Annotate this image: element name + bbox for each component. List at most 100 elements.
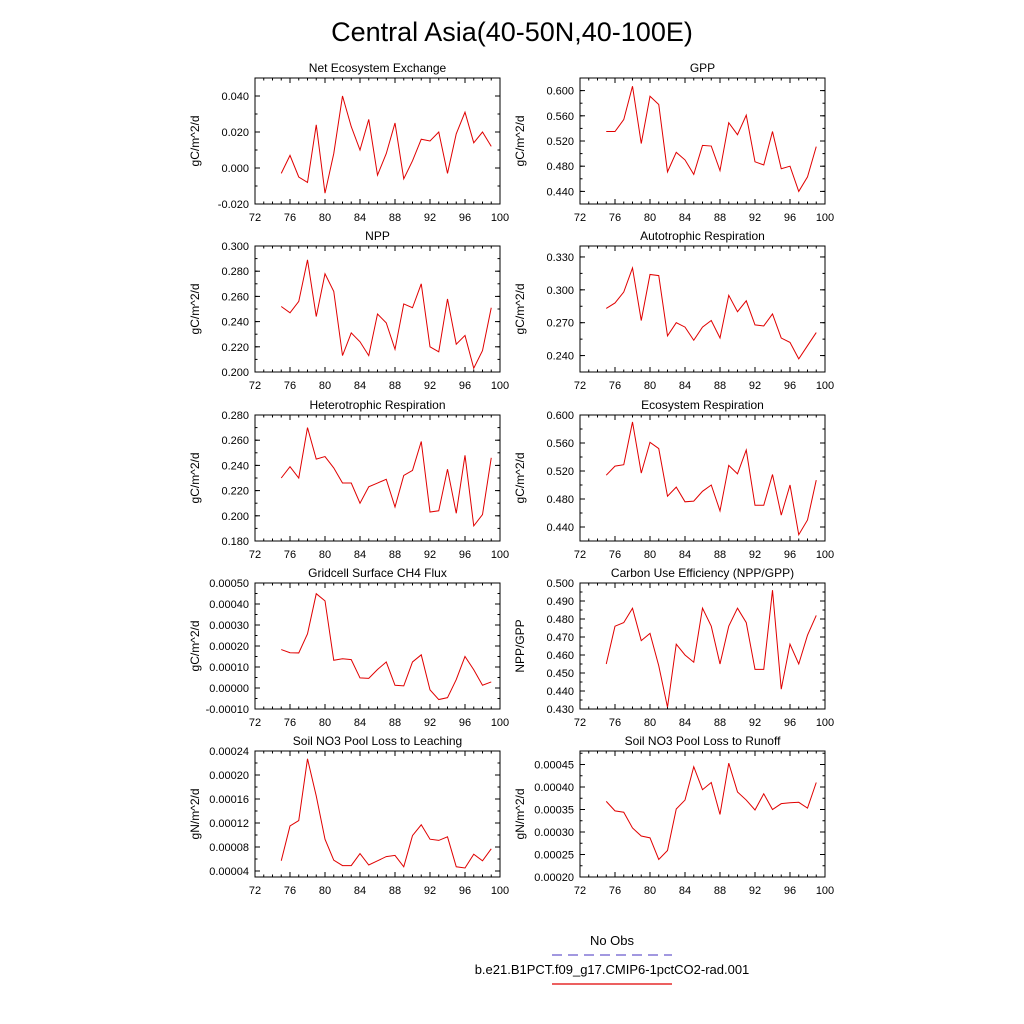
x-tick-label: 76 xyxy=(284,885,296,897)
y-axis-label: gC/m^2/d xyxy=(513,453,527,504)
y-tick-label: -0.020 xyxy=(218,199,249,211)
x-tick-label: 84 xyxy=(354,549,366,561)
y-tick-label: 0.300 xyxy=(546,285,574,297)
y-tick-label: 0.00050 xyxy=(209,578,249,590)
x-tick-label: 76 xyxy=(284,212,296,224)
x-tick-label: 88 xyxy=(714,717,726,729)
y-tick-label: 0.520 xyxy=(546,466,574,478)
x-tick-label: 92 xyxy=(749,717,761,729)
plot-frame xyxy=(254,750,501,878)
plot-frame xyxy=(579,582,826,710)
x-tick-label: 88 xyxy=(714,380,726,392)
x-tick-label: 100 xyxy=(491,549,509,561)
x-tick-label: 96 xyxy=(459,212,471,224)
y-tick-label: 0.260 xyxy=(221,291,249,303)
y-tick-label: 0.200 xyxy=(221,367,249,379)
y-tick-label: 0.000 xyxy=(221,163,249,175)
y-axis-label: gC/m^2/d xyxy=(188,284,202,335)
y-tick-label: 0.00024 xyxy=(209,746,249,758)
x-tick-label: 92 xyxy=(749,380,761,392)
panel-title: Net Ecosystem Exchange xyxy=(309,61,447,75)
x-tick-label: 72 xyxy=(249,885,261,897)
x-tick-label: 100 xyxy=(816,380,834,392)
chart-panel: Soil NO3 Pool Loss to Runoff 72 76 80 84 88 92… xyxy=(513,734,834,897)
x-tick-label: 84 xyxy=(679,549,691,561)
y-tick-label: 0.430 xyxy=(546,704,574,716)
y-tick-label: 0.600 xyxy=(546,410,574,422)
y-tick-label: 0.220 xyxy=(221,342,249,354)
y-tick-label: 0.480 xyxy=(546,614,574,626)
x-tick-label: 96 xyxy=(784,885,796,897)
y-tick-label: 0.00045 xyxy=(534,760,574,772)
y-tick-label: 0.00010 xyxy=(209,662,249,674)
plot-frame xyxy=(579,245,826,373)
x-tick-label: 88 xyxy=(389,212,401,224)
x-tick-label: 84 xyxy=(679,380,691,392)
x-tick-label: 80 xyxy=(319,549,331,561)
y-axis-label: gN/m^2/d xyxy=(188,789,202,840)
y-tick-label: 0.260 xyxy=(221,435,249,447)
x-tick-label: 96 xyxy=(784,380,796,392)
plot-frame xyxy=(579,77,826,205)
y-tick-label: 0.00000 xyxy=(209,683,249,695)
y-tick-label: 0.180 xyxy=(221,536,249,548)
x-tick-label: 84 xyxy=(354,717,366,729)
x-tick-label: 72 xyxy=(249,212,261,224)
x-tick-label: 80 xyxy=(319,212,331,224)
x-tick-label: 80 xyxy=(319,380,331,392)
x-tick-label: 92 xyxy=(424,717,436,729)
x-tick-label: 80 xyxy=(319,885,331,897)
x-tick-label: 80 xyxy=(319,717,331,729)
x-tick-label: 72 xyxy=(574,717,586,729)
x-tick-label: 76 xyxy=(609,380,621,392)
chart-panel: NPP 72 76 80 84 88 92 96 100 0.200 0.220 0.240 0.260… xyxy=(188,229,509,392)
y-tick-label: 0.00004 xyxy=(209,866,249,878)
x-tick-label: 100 xyxy=(816,549,834,561)
x-tick-label: 76 xyxy=(609,717,621,729)
y-tick-label: 0.240 xyxy=(546,351,574,363)
x-tick-label: 88 xyxy=(389,380,401,392)
panel-title: Soil NO3 Pool Loss to Runoff xyxy=(625,734,782,748)
y-tick-label: 0.600 xyxy=(546,86,574,98)
chart-panel: GPP 72 76 80 84 88 92 96 100 0.440 0.480 0.520 0.560… xyxy=(513,61,834,224)
y-tick-label: -0.00010 xyxy=(206,704,249,716)
y-axis-label: gC/m^2/d xyxy=(188,116,202,167)
y-tick-label: 0.520 xyxy=(546,136,574,148)
y-tick-label: 0.440 xyxy=(546,186,574,198)
y-tick-label: 0.280 xyxy=(221,266,249,278)
series-line xyxy=(280,95,492,194)
x-tick-label: 96 xyxy=(459,717,471,729)
series-line xyxy=(605,590,817,708)
x-tick-label: 80 xyxy=(644,549,656,561)
x-tick-label: 96 xyxy=(784,212,796,224)
y-tick-label: 0.440 xyxy=(546,686,574,698)
y-tick-label: 0.240 xyxy=(221,317,249,329)
x-tick-label: 100 xyxy=(491,212,509,224)
series-line xyxy=(280,259,492,370)
y-tick-label: 0.220 xyxy=(221,486,249,498)
x-tick-label: 84 xyxy=(354,380,366,392)
x-tick-label: 72 xyxy=(249,717,261,729)
y-tick-label: 0.500 xyxy=(546,578,574,590)
plot-frame xyxy=(254,245,501,373)
panel-title: Soil NO3 Pool Loss to Leaching xyxy=(293,734,462,748)
chart-panel: Soil NO3 Pool Loss to Leaching 72 76 80 84 88… xyxy=(188,734,509,897)
legend-entry-label: No Obs xyxy=(590,933,635,948)
panel-title: NPP xyxy=(365,229,390,243)
plot-frame xyxy=(254,414,501,542)
y-tick-label: 0.00008 xyxy=(209,842,249,854)
y-tick-label: 0.00030 xyxy=(534,827,574,839)
x-tick-label: 88 xyxy=(714,549,726,561)
y-tick-label: 0.00035 xyxy=(534,805,574,817)
x-tick-label: 96 xyxy=(459,549,471,561)
legend-entry-label: b.e21.B1PCT.f09_g17.CMIP6-1pctCO2-rad.00… xyxy=(475,962,750,977)
series-line xyxy=(606,86,817,193)
x-tick-label: 80 xyxy=(644,717,656,729)
x-tick-label: 100 xyxy=(491,380,509,392)
chart-panel: Ecosystem Respiration 72 76 80 84 88 92 96 100 0.… xyxy=(513,398,834,561)
plot-frame xyxy=(579,414,826,542)
x-tick-label: 80 xyxy=(644,885,656,897)
y-tick-label: 0.440 xyxy=(546,522,574,534)
x-tick-label: 100 xyxy=(816,885,834,897)
